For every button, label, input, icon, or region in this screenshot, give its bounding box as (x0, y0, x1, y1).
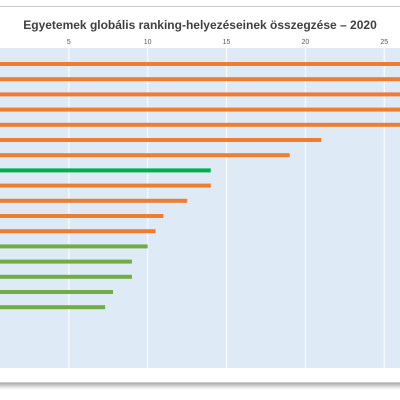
bar-4 (0, 107, 400, 112)
x-tick-label: 15 (223, 39, 231, 46)
bar-14 (0, 259, 132, 264)
bar-1 (0, 62, 400, 66)
chart-title: Egyetemek globális ranking-helyezéseinek… (23, 18, 377, 32)
bar-17 (0, 305, 106, 310)
x-tick-label: 10 (144, 39, 152, 46)
gridlines (68, 48, 385, 368)
bar-16 (0, 290, 113, 294)
bar-15 (0, 274, 132, 279)
x-tick-label: 25 (380, 39, 388, 46)
x-tick-labels: 5 10 15 20 25 (67, 39, 388, 46)
bar-11 (0, 214, 164, 218)
bar-10 (0, 198, 188, 203)
x-tick-label: 5 (67, 39, 71, 46)
bar-3 (0, 92, 400, 97)
bar-5 (0, 122, 400, 127)
bar-12 (0, 229, 156, 234)
bar-8 (0, 168, 211, 173)
bars (0, 62, 400, 310)
bar-9 (0, 183, 211, 188)
plot-area (0, 48, 400, 368)
bar-2 (0, 77, 400, 82)
bar-6 (0, 138, 322, 142)
bar-13 (0, 244, 148, 249)
x-tick-label: 20 (301, 39, 309, 46)
bar-7 (0, 153, 290, 158)
